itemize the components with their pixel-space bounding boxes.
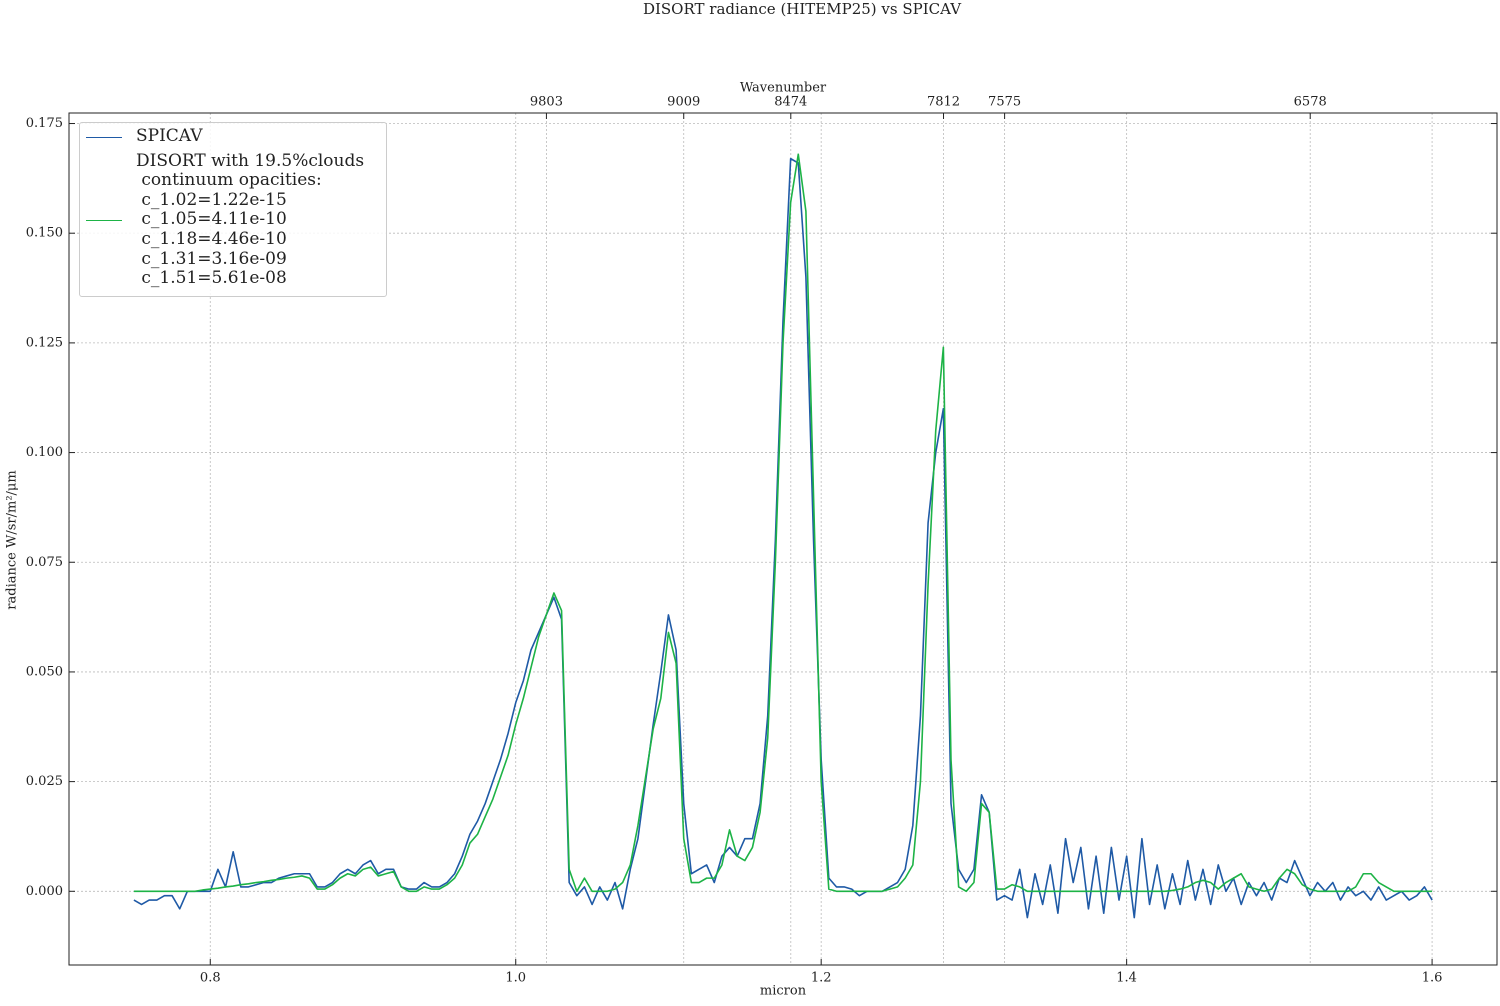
y-tick-label: 0.050	[26, 664, 63, 679]
y-tick-label: 0.125	[26, 335, 63, 350]
x2-tick-label: 7812	[927, 95, 960, 110]
legend-label: SPICAV	[136, 126, 203, 146]
x2-tick-label: 6578	[1294, 95, 1327, 110]
y-axis-label: radiance W/sr/m²/μm	[5, 470, 20, 609]
x-tick-label: 1.4	[1116, 971, 1137, 986]
y-tick-label: 0.100	[26, 445, 63, 460]
series-line	[133, 157, 1433, 919]
x-tick-label: 1.6	[1422, 971, 1443, 986]
x2-tick-label: 7575	[988, 95, 1021, 110]
plot-frame	[68, 112, 1498, 966]
y-tick-label: 0.075	[26, 555, 63, 570]
legend-swatch	[86, 136, 122, 138]
x-tick-label: 0.8	[200, 971, 221, 986]
y-tick-label: 0.150	[26, 226, 63, 241]
y-tick-label: 0.025	[26, 774, 63, 789]
legend-label: DISORT with 19.5%clouds continuum opacit…	[136, 150, 365, 289]
chart-title: DISORT radiance (HITEMP25) vs SPICAV	[643, 0, 962, 18]
x2-tick-label: 9803	[530, 95, 563, 110]
x2-tick-label: 8474	[774, 95, 807, 110]
legend-swatch	[86, 220, 122, 222]
y-tick-label: 0.175	[26, 116, 63, 131]
x-axis-label: micron	[760, 984, 807, 999]
x-tick-label: 1.0	[505, 971, 526, 986]
x2-axis-label: Wavenumber	[740, 81, 827, 96]
x-tick-label: 1.2	[811, 971, 832, 986]
x2-tick-label: 9009	[667, 95, 700, 110]
legend: SPICAV DISORT with 19.5%clouds continuum …	[79, 122, 387, 297]
series-line	[133, 153, 1433, 893]
y-tick-label: 0.000	[26, 884, 63, 899]
